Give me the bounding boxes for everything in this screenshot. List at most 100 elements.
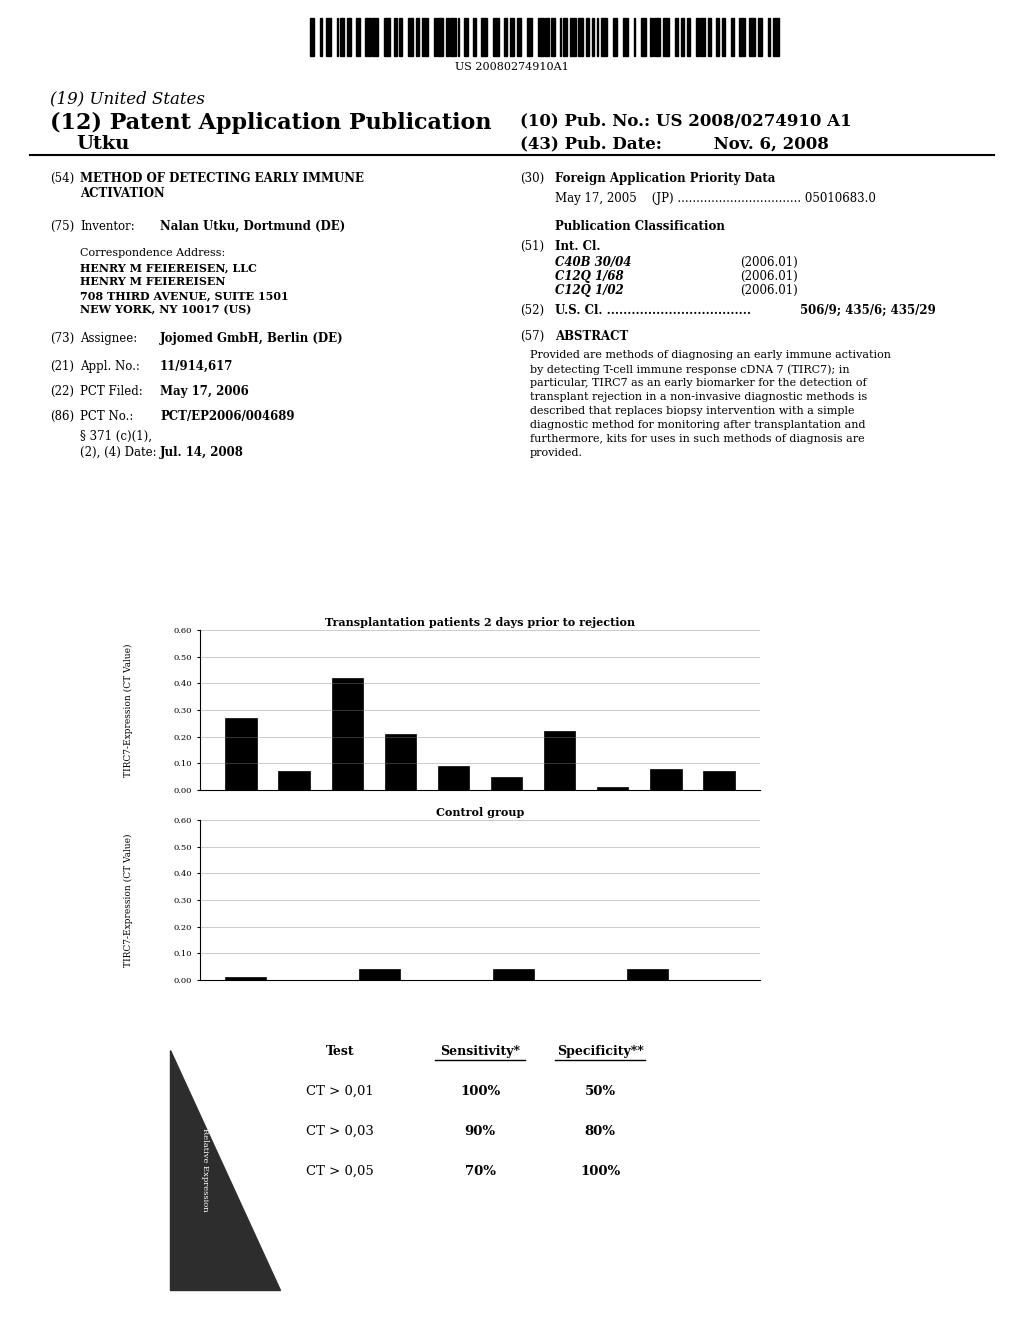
Text: Relative Expression: Relative Expression bbox=[201, 1129, 209, 1212]
Text: NEW YORK, NY 10017 (US): NEW YORK, NY 10017 (US) bbox=[80, 304, 251, 315]
Text: Provided are methods of diagnosing an early immune activation: Provided are methods of diagnosing an ea… bbox=[530, 350, 891, 360]
Text: described that replaces biopsy intervention with a simple: described that replaces biopsy intervent… bbox=[530, 407, 854, 416]
Text: (52): (52) bbox=[520, 304, 544, 317]
Bar bbox=[510, 18, 514, 55]
Title: Control group: Control group bbox=[436, 807, 524, 818]
Text: PCT No.:: PCT No.: bbox=[80, 411, 133, 422]
Bar bbox=[758, 18, 762, 55]
Text: (75): (75) bbox=[50, 220, 75, 234]
Text: CT > 0,05: CT > 0,05 bbox=[306, 1166, 374, 1177]
Bar bbox=[773, 18, 778, 55]
Text: ABSTRACT: ABSTRACT bbox=[555, 330, 629, 343]
Bar bbox=[702, 771, 734, 789]
Bar bbox=[545, 18, 550, 55]
Bar bbox=[650, 18, 653, 55]
Text: U.S. Cl. ...................................: U.S. Cl. ...............................… bbox=[555, 304, 751, 317]
Bar bbox=[384, 18, 390, 55]
Bar bbox=[494, 969, 534, 979]
Text: (86): (86) bbox=[50, 411, 74, 422]
Bar bbox=[481, 18, 487, 55]
Text: particular, TIRC7 as an early biomarker for the detection of: particular, TIRC7 as an early biomarker … bbox=[530, 378, 866, 388]
Bar bbox=[434, 18, 435, 55]
Text: (73): (73) bbox=[50, 333, 75, 345]
Text: (19) United States: (19) United States bbox=[50, 90, 205, 107]
Text: PCT Filed:: PCT Filed: bbox=[80, 385, 142, 399]
Bar bbox=[597, 18, 598, 55]
Bar bbox=[578, 18, 584, 55]
Text: May 17, 2006: May 17, 2006 bbox=[160, 385, 249, 399]
Bar bbox=[385, 734, 417, 789]
Text: Publication Classification: Publication Classification bbox=[555, 220, 725, 234]
Text: Appl. No.:: Appl. No.: bbox=[80, 360, 140, 374]
Text: CT > 0,03: CT > 0,03 bbox=[306, 1125, 374, 1138]
Text: Sensitivity*: Sensitivity* bbox=[440, 1045, 520, 1059]
Bar bbox=[717, 18, 720, 55]
Bar bbox=[675, 18, 678, 55]
Text: Assignee:: Assignee: bbox=[80, 333, 137, 345]
Text: CT > 0,01: CT > 0,01 bbox=[306, 1085, 374, 1098]
Bar bbox=[321, 18, 322, 55]
Text: METHOD OF DETECTING EARLY IMMUNE
ACTIVATION: METHOD OF DETECTING EARLY IMMUNE ACTIVAT… bbox=[80, 172, 364, 201]
Bar bbox=[451, 18, 457, 55]
Text: (12) Patent Application Publication: (12) Patent Application Publication bbox=[50, 112, 492, 135]
Bar bbox=[417, 18, 420, 55]
Bar bbox=[517, 18, 521, 55]
Text: 80%: 80% bbox=[585, 1125, 615, 1138]
Bar bbox=[279, 771, 310, 789]
Text: Utku: Utku bbox=[76, 135, 129, 153]
Bar bbox=[422, 18, 428, 55]
Bar bbox=[563, 18, 567, 55]
Bar bbox=[628, 969, 668, 979]
Bar bbox=[544, 731, 575, 789]
Text: 11/914,617: 11/914,617 bbox=[160, 360, 233, 374]
Text: § 371 (c)(1),: § 371 (c)(1), bbox=[80, 430, 152, 444]
Bar bbox=[641, 18, 645, 55]
Bar bbox=[527, 18, 531, 55]
Text: by detecting T-cell immune response cDNA 7 (TIRC7); in: by detecting T-cell immune response cDNA… bbox=[530, 364, 850, 375]
Bar bbox=[601, 18, 607, 55]
Bar bbox=[494, 18, 499, 55]
Text: Int. Cl.: Int. Cl. bbox=[555, 240, 600, 253]
Bar bbox=[337, 18, 338, 55]
Bar bbox=[731, 18, 734, 55]
Text: Correspondence Address:: Correspondence Address: bbox=[80, 248, 225, 257]
Text: (2006.01): (2006.01) bbox=[740, 284, 798, 297]
Bar bbox=[310, 18, 314, 55]
Bar bbox=[225, 718, 257, 789]
Text: Jojomed GmbH, Berlin (DE): Jojomed GmbH, Berlin (DE) bbox=[160, 333, 344, 345]
Text: Test: Test bbox=[326, 1045, 354, 1059]
Text: (54): (54) bbox=[50, 172, 75, 185]
Bar bbox=[624, 18, 628, 55]
Bar bbox=[347, 18, 351, 55]
Text: 50%: 50% bbox=[585, 1085, 615, 1098]
Text: Foreign Application Priority Data: Foreign Application Priority Data bbox=[555, 172, 775, 185]
Text: (2), (4) Date:: (2), (4) Date: bbox=[80, 446, 157, 459]
Bar bbox=[749, 18, 755, 55]
Bar bbox=[700, 18, 705, 55]
Text: Specificity**: Specificity** bbox=[557, 1045, 643, 1059]
Bar bbox=[464, 18, 468, 55]
Bar bbox=[365, 18, 371, 55]
Text: provided.: provided. bbox=[530, 447, 583, 458]
Title: Transplantation patients 2 days prior to rejection: Transplantation patients 2 days prior to… bbox=[325, 616, 635, 628]
Text: 100%: 100% bbox=[460, 1085, 500, 1098]
Text: US 20080274910A1: US 20080274910A1 bbox=[455, 62, 569, 73]
Text: C12Q 1/68: C12Q 1/68 bbox=[555, 271, 624, 282]
Text: (21): (21) bbox=[50, 360, 74, 374]
Bar bbox=[649, 768, 682, 789]
Bar bbox=[394, 18, 397, 55]
Bar bbox=[504, 18, 507, 55]
Bar bbox=[408, 18, 414, 55]
Bar bbox=[592, 18, 594, 55]
Text: May 17, 2005    (JP) ................................. 05010683.0: May 17, 2005 (JP) ......................… bbox=[555, 191, 876, 205]
Bar bbox=[551, 18, 555, 55]
Text: 90%: 90% bbox=[465, 1125, 496, 1138]
Bar bbox=[681, 18, 684, 55]
Bar bbox=[664, 18, 669, 55]
Bar bbox=[372, 18, 378, 55]
Text: (30): (30) bbox=[520, 172, 544, 185]
Bar bbox=[695, 18, 698, 55]
Text: (43) Pub. Date:         Nov. 6, 2008: (43) Pub. Date: Nov. 6, 2008 bbox=[520, 135, 828, 152]
Bar bbox=[359, 969, 399, 979]
Bar bbox=[437, 766, 469, 789]
